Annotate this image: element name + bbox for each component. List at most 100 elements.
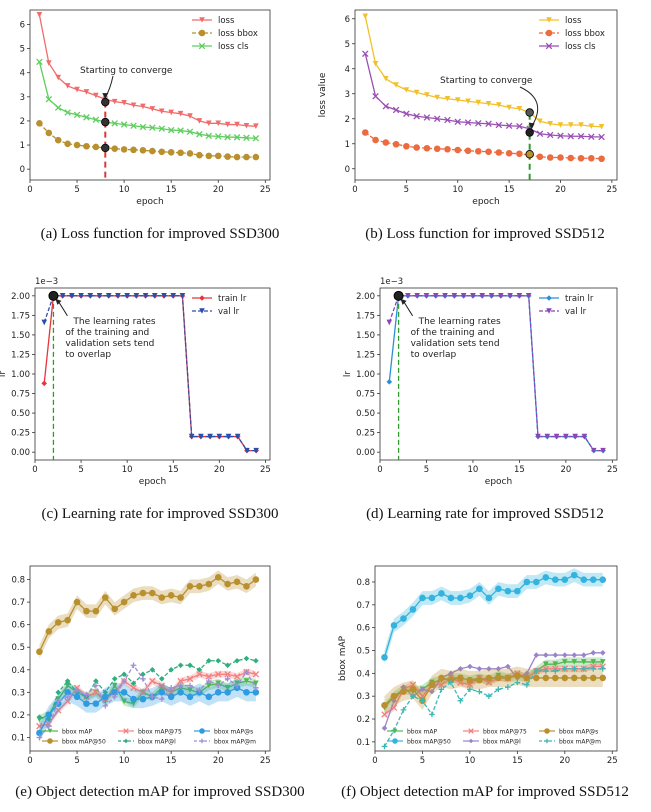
data-point <box>543 661 549 668</box>
data-point <box>381 725 388 731</box>
data-point <box>577 154 585 162</box>
data-point <box>93 92 99 99</box>
data-point <box>495 121 503 129</box>
y-tick-label: 4 <box>20 69 25 79</box>
data-point <box>413 112 420 120</box>
data-point <box>361 129 369 136</box>
data-point <box>580 652 587 658</box>
x-tick-label: 5 <box>78 465 83 475</box>
data-point <box>381 702 388 709</box>
data-point <box>186 150 194 157</box>
data-point <box>177 689 184 696</box>
data-point <box>485 120 492 128</box>
data-point <box>224 662 231 669</box>
series-line <box>38 122 256 158</box>
data-point <box>403 142 410 150</box>
chart-b: 0 5 10 15 20 25 0 1 2 3 4 5 6 epoch loss value Starting… <box>318 9 618 242</box>
data-point <box>474 147 482 155</box>
data-point <box>120 598 128 606</box>
x-tick-label: 15 <box>168 465 179 475</box>
y-tick-label: 1.00 <box>11 370 30 380</box>
chart-c: 0 5 10 15 20 25 0.00 0.25 0.50 0.75 1.00 1.25 1.50 1.… <box>0 277 279 522</box>
confidence-band <box>384 568 603 665</box>
data-point <box>498 293 504 299</box>
x-tick-label: 25 <box>607 756 618 766</box>
data-point <box>93 682 99 689</box>
data-point <box>224 689 231 696</box>
legend-label: loss <box>565 16 582 26</box>
data-point <box>505 684 511 690</box>
series-val-lr <box>386 293 606 454</box>
data-point <box>206 678 212 684</box>
y-tick-label: 5 <box>20 45 25 55</box>
x-tick-label: 0 <box>27 185 32 195</box>
data-point <box>403 110 410 118</box>
data-point <box>102 703 109 709</box>
data-point <box>588 133 595 141</box>
data-point <box>83 607 90 615</box>
data-point <box>140 671 146 678</box>
y-tick-label: 1.25 <box>11 350 30 360</box>
x-tick-label: 0 <box>352 185 357 195</box>
data-point <box>54 619 62 626</box>
data-point <box>419 686 426 693</box>
data-point <box>224 580 231 588</box>
data-point <box>206 657 212 664</box>
data-point <box>460 293 467 299</box>
data-point <box>121 100 127 106</box>
data-point <box>83 114 90 121</box>
data-point <box>196 687 203 693</box>
legend-marker <box>199 728 205 734</box>
data-point <box>130 146 137 154</box>
data-point <box>372 92 379 100</box>
data-point <box>557 132 564 140</box>
data-point <box>485 674 493 682</box>
data-point <box>206 682 212 689</box>
series-bbox-map-s <box>381 666 607 715</box>
data-point <box>96 293 103 299</box>
data-point <box>205 673 213 680</box>
data-point <box>161 293 167 299</box>
series-bbox-map-m <box>36 662 259 741</box>
data-point <box>196 151 203 159</box>
data-point <box>41 319 48 326</box>
data-point <box>207 433 213 440</box>
data-point <box>64 698 71 705</box>
data-point <box>205 132 213 140</box>
legend-label: train lr <box>565 294 594 304</box>
data-point <box>413 89 420 96</box>
data-point <box>571 659 578 665</box>
data-point <box>158 594 166 601</box>
data-point <box>423 293 430 299</box>
data-point <box>454 146 462 154</box>
confidence-band <box>39 668 256 730</box>
data-point <box>516 122 523 130</box>
data-point <box>495 686 502 693</box>
data-point <box>572 433 578 440</box>
y-tick-label: 0.50 <box>356 409 375 419</box>
data-point <box>121 678 127 684</box>
data-point <box>562 659 568 665</box>
legend-label: loss cls <box>565 42 596 52</box>
data-point <box>506 104 512 111</box>
data-point <box>485 100 492 107</box>
data-point <box>111 682 118 689</box>
data-point <box>580 576 588 584</box>
data-point <box>557 122 564 128</box>
x-axis-label: epoch <box>136 197 163 207</box>
data-point <box>74 86 80 93</box>
data-point <box>504 587 512 595</box>
data-point <box>536 153 544 161</box>
data-point <box>224 671 231 678</box>
legend-label: loss <box>218 16 235 26</box>
data-point <box>177 149 184 157</box>
legend-marker <box>544 728 550 734</box>
data-point <box>524 670 530 677</box>
data-point <box>590 659 597 665</box>
legend-marker <box>546 308 552 314</box>
chart-f: 0 5 10 15 20 25 0.1 0.2 0.3 0.4 0.5 0.6 0.7 0.8 bbox m… <box>338 565 629 800</box>
data-point <box>78 293 84 299</box>
data-point <box>599 659 606 665</box>
data-point <box>130 592 137 599</box>
